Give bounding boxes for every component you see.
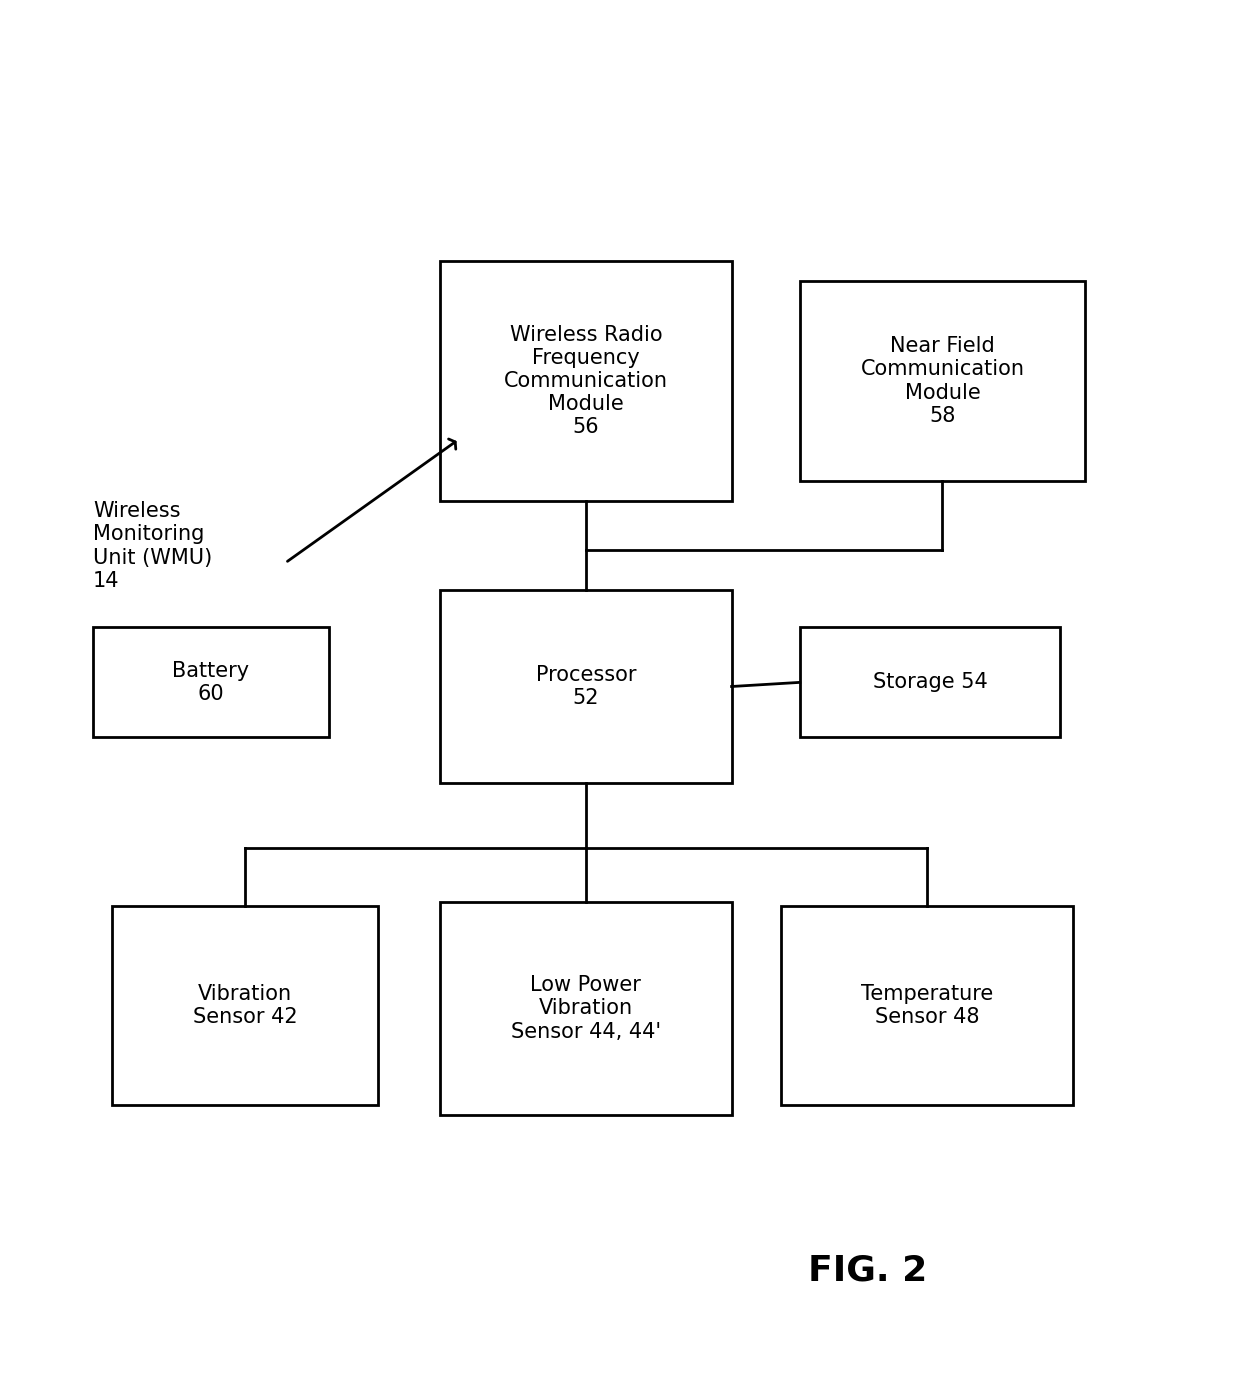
Text: Battery
60: Battery 60	[172, 660, 249, 704]
Text: Vibration
Sensor 42: Vibration Sensor 42	[192, 984, 298, 1027]
Text: Temperature
Sensor 48: Temperature Sensor 48	[861, 984, 993, 1027]
FancyBboxPatch shape	[112, 906, 378, 1105]
Text: Storage 54: Storage 54	[873, 673, 987, 692]
Text: Processor
52: Processor 52	[536, 665, 636, 708]
FancyBboxPatch shape	[93, 627, 329, 737]
FancyBboxPatch shape	[440, 261, 732, 501]
Text: Wireless Radio
Frequency
Communication
Module
56: Wireless Radio Frequency Communication M…	[503, 324, 668, 438]
FancyBboxPatch shape	[800, 281, 1085, 481]
Text: Low Power
Vibration
Sensor 44, 44': Low Power Vibration Sensor 44, 44'	[511, 975, 661, 1042]
FancyBboxPatch shape	[800, 627, 1060, 737]
Text: Near Field
Communication
Module
58: Near Field Communication Module 58	[861, 336, 1024, 426]
Text: FIG. 2: FIG. 2	[808, 1254, 928, 1287]
Text: Wireless
Monitoring
Unit (WMU)
14: Wireless Monitoring Unit (WMU) 14	[93, 501, 212, 590]
FancyBboxPatch shape	[440, 902, 732, 1115]
FancyBboxPatch shape	[440, 590, 732, 783]
FancyBboxPatch shape	[781, 906, 1073, 1105]
